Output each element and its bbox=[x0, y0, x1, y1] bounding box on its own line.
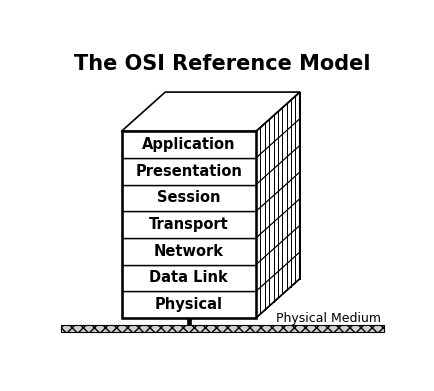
Polygon shape bbox=[256, 92, 300, 318]
Text: Physical: Physical bbox=[155, 297, 223, 312]
Text: Application: Application bbox=[142, 137, 236, 152]
Bar bbox=[187, 318, 191, 325]
Text: The OSI Reference Model: The OSI Reference Model bbox=[74, 54, 371, 74]
Text: Session: Session bbox=[157, 190, 220, 205]
Bar bbox=[122, 158, 256, 185]
Bar bbox=[61, 325, 384, 332]
Bar bbox=[122, 131, 256, 158]
Bar bbox=[122, 131, 256, 318]
Bar bbox=[122, 291, 256, 318]
Text: Network: Network bbox=[154, 244, 224, 259]
Polygon shape bbox=[122, 92, 300, 131]
Bar bbox=[122, 265, 256, 291]
Bar bbox=[122, 238, 256, 265]
Text: Data Link: Data Link bbox=[149, 271, 228, 285]
Text: Presentation: Presentation bbox=[135, 164, 242, 179]
Bar bbox=[122, 185, 256, 211]
Text: Transport: Transport bbox=[149, 217, 229, 232]
Text: Physical Medium: Physical Medium bbox=[276, 312, 381, 325]
Bar bbox=[122, 211, 256, 238]
